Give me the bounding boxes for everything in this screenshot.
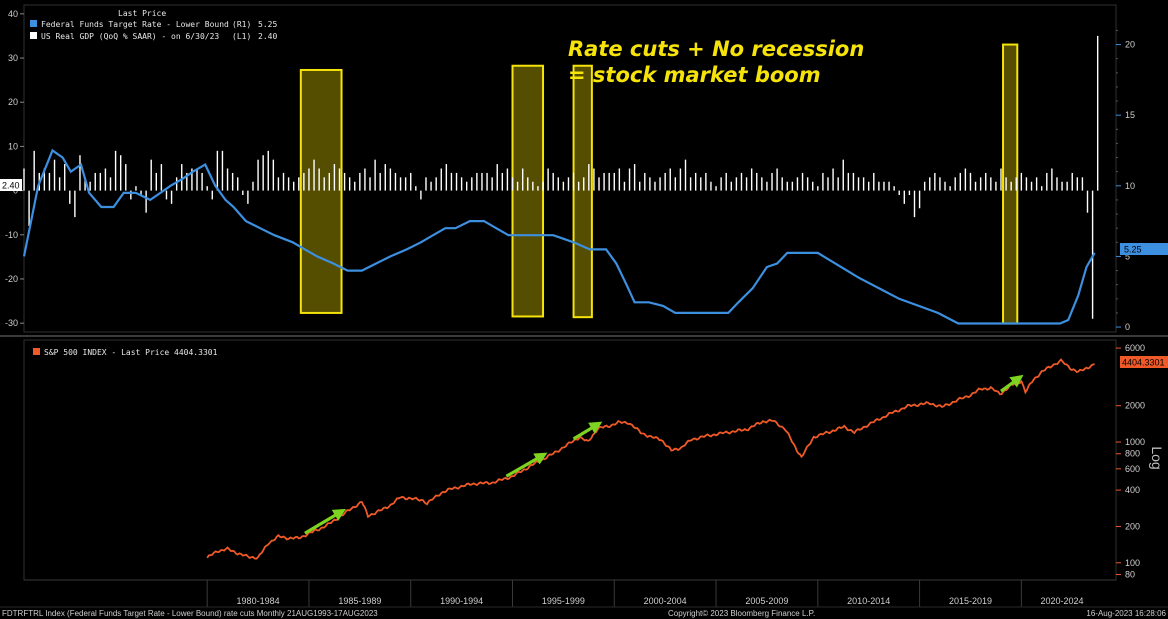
legend-spx-name: S&P 500 INDEX - Last Price 4404.3301 [44,348,218,357]
growth-arrow [572,421,603,441]
right-tick-label: 20 [1125,40,1135,50]
bottom-legend: S&P 500 INDEX - Last Price 4404.3301 [33,348,218,357]
log-tick-label: 6000 [1125,343,1145,353]
legend-gdp-value: 2.40 [258,32,277,41]
left-tick-label: -10 [5,230,18,240]
footer-timestamp: 16-Aug-2023 16:28:06 [1086,609,1166,618]
annotation-line-1: Rate cuts + No recession [568,37,864,61]
spx-last-price-value: 4404.3301 [1122,358,1165,368]
spx-last-price-tag [1120,356,1168,368]
log-tick-label: 80 [1125,569,1135,579]
growth-arrow [304,508,346,535]
log-tick-label: 800 [1125,449,1140,459]
fed-last-price-value: 5.25 [1124,245,1142,255]
gdp-last-price-tag [0,179,22,191]
right-tick-label: 15 [1125,110,1135,120]
log-tick-label: 600 [1125,464,1140,474]
x-tick-label: 2000-2004 [644,596,687,606]
legend-title: Last Price [118,9,166,18]
legend-fed-name: Federal Funds Target Rate - Lower Bound [41,20,229,29]
left-tick-label: 30 [8,53,18,63]
left-tick-label: -20 [5,274,18,284]
log-tick-label: 400 [1125,485,1140,495]
sp500-line [206,358,1095,560]
top-legend: Last Price Federal Funds Target Rate - L… [30,9,277,41]
right-tick-label: 5 [1125,251,1130,261]
left-tick-label: -30 [5,318,18,328]
rate-cut-highlight [1002,43,1019,325]
legend-gdp-axis: (L1) [232,32,251,41]
legend-fed-value: 5.25 [258,20,277,29]
footer-left: FDTRFTRL Index (Federal Funds Target Rat… [2,609,378,618]
x-tick-label: 1980-1984 [237,596,280,606]
log-scale-label: Log [1149,446,1165,469]
gdp-last-price-value: 2.40 [2,181,20,191]
left-tick-label: 10 [8,141,18,151]
legend-gdp-name: US Real GDP (QoQ % SAAR) - on 6/30/23 [41,32,219,41]
x-tick-label: 2005-2009 [745,596,788,606]
x-tick-label: 1990-1994 [440,596,483,606]
legend-fed-swatch [30,20,37,27]
growth-arrow [505,452,548,478]
rate-cut-highlight [511,64,545,318]
x-tick-label: 2020-2024 [1040,596,1083,606]
fed-last-price-tag [1120,243,1168,255]
x-tick-label: 1985-1989 [338,596,381,606]
footer-copyright: Copyright© 2023 Bloomberg Finance L.P. [668,609,815,618]
fed-funds-line [22,148,1096,325]
log-tick-label: 200 [1125,521,1140,531]
growth-arrow [1000,374,1024,393]
x-tick-label: 2010-2014 [847,596,890,606]
x-tick-label: 1995-1999 [542,596,585,606]
right-tick-label: 0 [1125,322,1130,332]
x-tick-label: 2015-2019 [949,596,992,606]
legend-gdp-swatch [30,32,37,39]
right-tick-label: 10 [1125,181,1135,191]
bottom-panel-frame [23,339,1117,581]
legend-spx-swatch [33,348,40,355]
rate-cut-highlight [572,64,593,319]
log-tick-label: 2000 [1125,401,1145,411]
rate-cut-highlight [299,68,343,314]
left-tick-label: 20 [8,97,18,107]
left-tick-label: 40 [8,9,18,19]
log-tick-label: 100 [1125,558,1140,568]
log-tick-label: 1000 [1125,437,1145,447]
legend-fed-axis: (R1) [232,20,251,29]
annotation-line-2: = stock market boom [568,63,821,87]
